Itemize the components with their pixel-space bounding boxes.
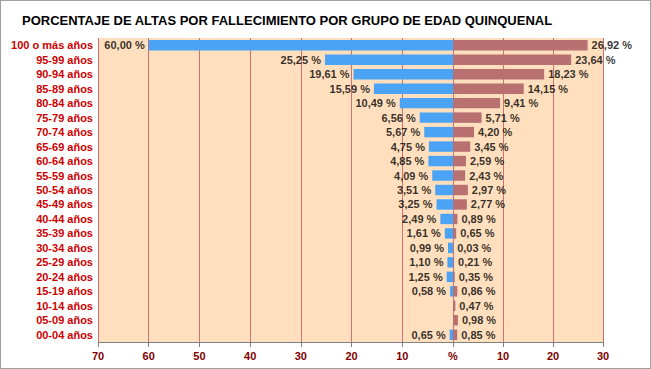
svg-text:45-49 años: 45-49 años — [36, 198, 93, 210]
svg-text:1,25 %: 1,25 % — [408, 271, 442, 283]
svg-text:25-29 años: 25-29 años — [36, 256, 93, 268]
svg-text:15,59 %: 15,59 % — [330, 83, 371, 95]
svg-text:0,65 %: 0,65 % — [411, 329, 445, 341]
svg-text:10: 10 — [497, 350, 509, 362]
svg-text:0,47 %: 0,47 % — [459, 300, 493, 312]
svg-text:80-84 años: 80-84 años — [36, 97, 93, 109]
svg-text:0,86 %: 0,86 % — [461, 285, 495, 297]
svg-text:0,99 %: 0,99 % — [410, 242, 444, 254]
svg-text:1,10 %: 1,10 % — [409, 256, 443, 268]
svg-text:60: 60 — [143, 350, 155, 362]
svg-text:15-19 años: 15-19 años — [36, 285, 93, 297]
svg-text:10-14 años: 10-14 años — [36, 300, 93, 312]
svg-text:%: % — [448, 350, 458, 362]
svg-text:50: 50 — [193, 350, 205, 362]
svg-text:3,25 %: 3,25 % — [398, 198, 432, 210]
svg-text:95-99 años: 95-99 años — [36, 54, 93, 66]
svg-text:0,58 %: 0,58 % — [412, 285, 446, 297]
svg-text:65-69 años: 65-69 años — [36, 141, 93, 153]
svg-text:10: 10 — [396, 350, 408, 362]
svg-text:6,56 %: 6,56 % — [381, 112, 415, 124]
svg-text:5,67 %: 5,67 % — [386, 126, 420, 138]
svg-text:1,61 %: 1,61 % — [407, 227, 441, 239]
svg-text:10,49 %: 10,49 % — [355, 97, 396, 109]
svg-text:5,71 %: 5,71 % — [486, 112, 520, 124]
svg-text:18,23 %: 18,23 % — [548, 68, 589, 80]
svg-text:0,03 %: 0,03 % — [457, 242, 491, 254]
svg-text:0,98 %: 0,98 % — [462, 314, 496, 326]
svg-text:20-24 años: 20-24 años — [36, 271, 93, 283]
svg-text:25,25 %: 25,25 % — [281, 54, 322, 66]
svg-text:50-54 años: 50-54 años — [36, 184, 93, 196]
svg-text:00-04 años: 00-04 años — [36, 329, 93, 341]
svg-text:19,61 %: 19,61 % — [309, 68, 350, 80]
svg-text:30: 30 — [597, 350, 609, 362]
svg-text:14,15 %: 14,15 % — [528, 83, 569, 95]
svg-text:100 o más años: 100 o más años — [11, 39, 93, 51]
svg-text:2,49 %: 2,49 % — [402, 213, 436, 225]
svg-text:40-44 años: 40-44 años — [36, 213, 93, 225]
svg-text:60-64 años: 60-64 años — [36, 155, 93, 167]
svg-text:3,45 %: 3,45 % — [474, 141, 508, 153]
svg-text:4,85 %: 4,85 % — [390, 155, 424, 167]
svg-text:60,00 %: 60,00 % — [104, 39, 145, 51]
svg-text:PORCENTAJE DE ALTAS POR FALLEC: PORCENTAJE DE ALTAS POR FALLECIMIENTO PO… — [22, 13, 552, 28]
svg-text:4,20 %: 4,20 % — [478, 126, 512, 138]
svg-text:4,75 %: 4,75 % — [391, 141, 425, 153]
svg-text:20: 20 — [345, 350, 357, 362]
svg-text:2,77 %: 2,77 % — [471, 198, 505, 210]
svg-text:4,09 %: 4,09 % — [394, 170, 428, 182]
svg-text:9,41 %: 9,41 % — [504, 97, 538, 109]
svg-text:3,51 %: 3,51 % — [397, 184, 431, 196]
svg-text:75-79 años: 75-79 años — [36, 112, 93, 124]
svg-text:30: 30 — [295, 350, 307, 362]
svg-text:85-89 años: 85-89 años — [36, 83, 93, 95]
svg-text:26,92 %: 26,92 % — [592, 39, 633, 51]
svg-text:0,89 %: 0,89 % — [461, 213, 495, 225]
svg-text:90-94 años: 90-94 años — [36, 68, 93, 80]
svg-text:2,43 %: 2,43 % — [469, 170, 503, 182]
svg-text:2,97 %: 2,97 % — [472, 184, 506, 196]
svg-text:05-09 años: 05-09 años — [36, 314, 93, 326]
svg-text:0,85 %: 0,85 % — [461, 329, 495, 341]
svg-text:0,21 %: 0,21 % — [458, 256, 492, 268]
svg-text:0,65 %: 0,65 % — [460, 227, 494, 239]
svg-text:70: 70 — [92, 350, 104, 362]
svg-text:35-39 años: 35-39 años — [36, 227, 93, 239]
svg-text:23,64 %: 23,64 % — [575, 54, 616, 66]
svg-text:55-59 años: 55-59 años — [36, 170, 93, 182]
svg-text:30-34 años: 30-34 años — [36, 242, 93, 254]
svg-text:2,59 %: 2,59 % — [470, 155, 504, 167]
svg-text:70-74 años: 70-74 años — [36, 126, 93, 138]
svg-text:40: 40 — [244, 350, 256, 362]
svg-text:0,35 %: 0,35 % — [459, 271, 493, 283]
svg-text:20: 20 — [547, 350, 559, 362]
